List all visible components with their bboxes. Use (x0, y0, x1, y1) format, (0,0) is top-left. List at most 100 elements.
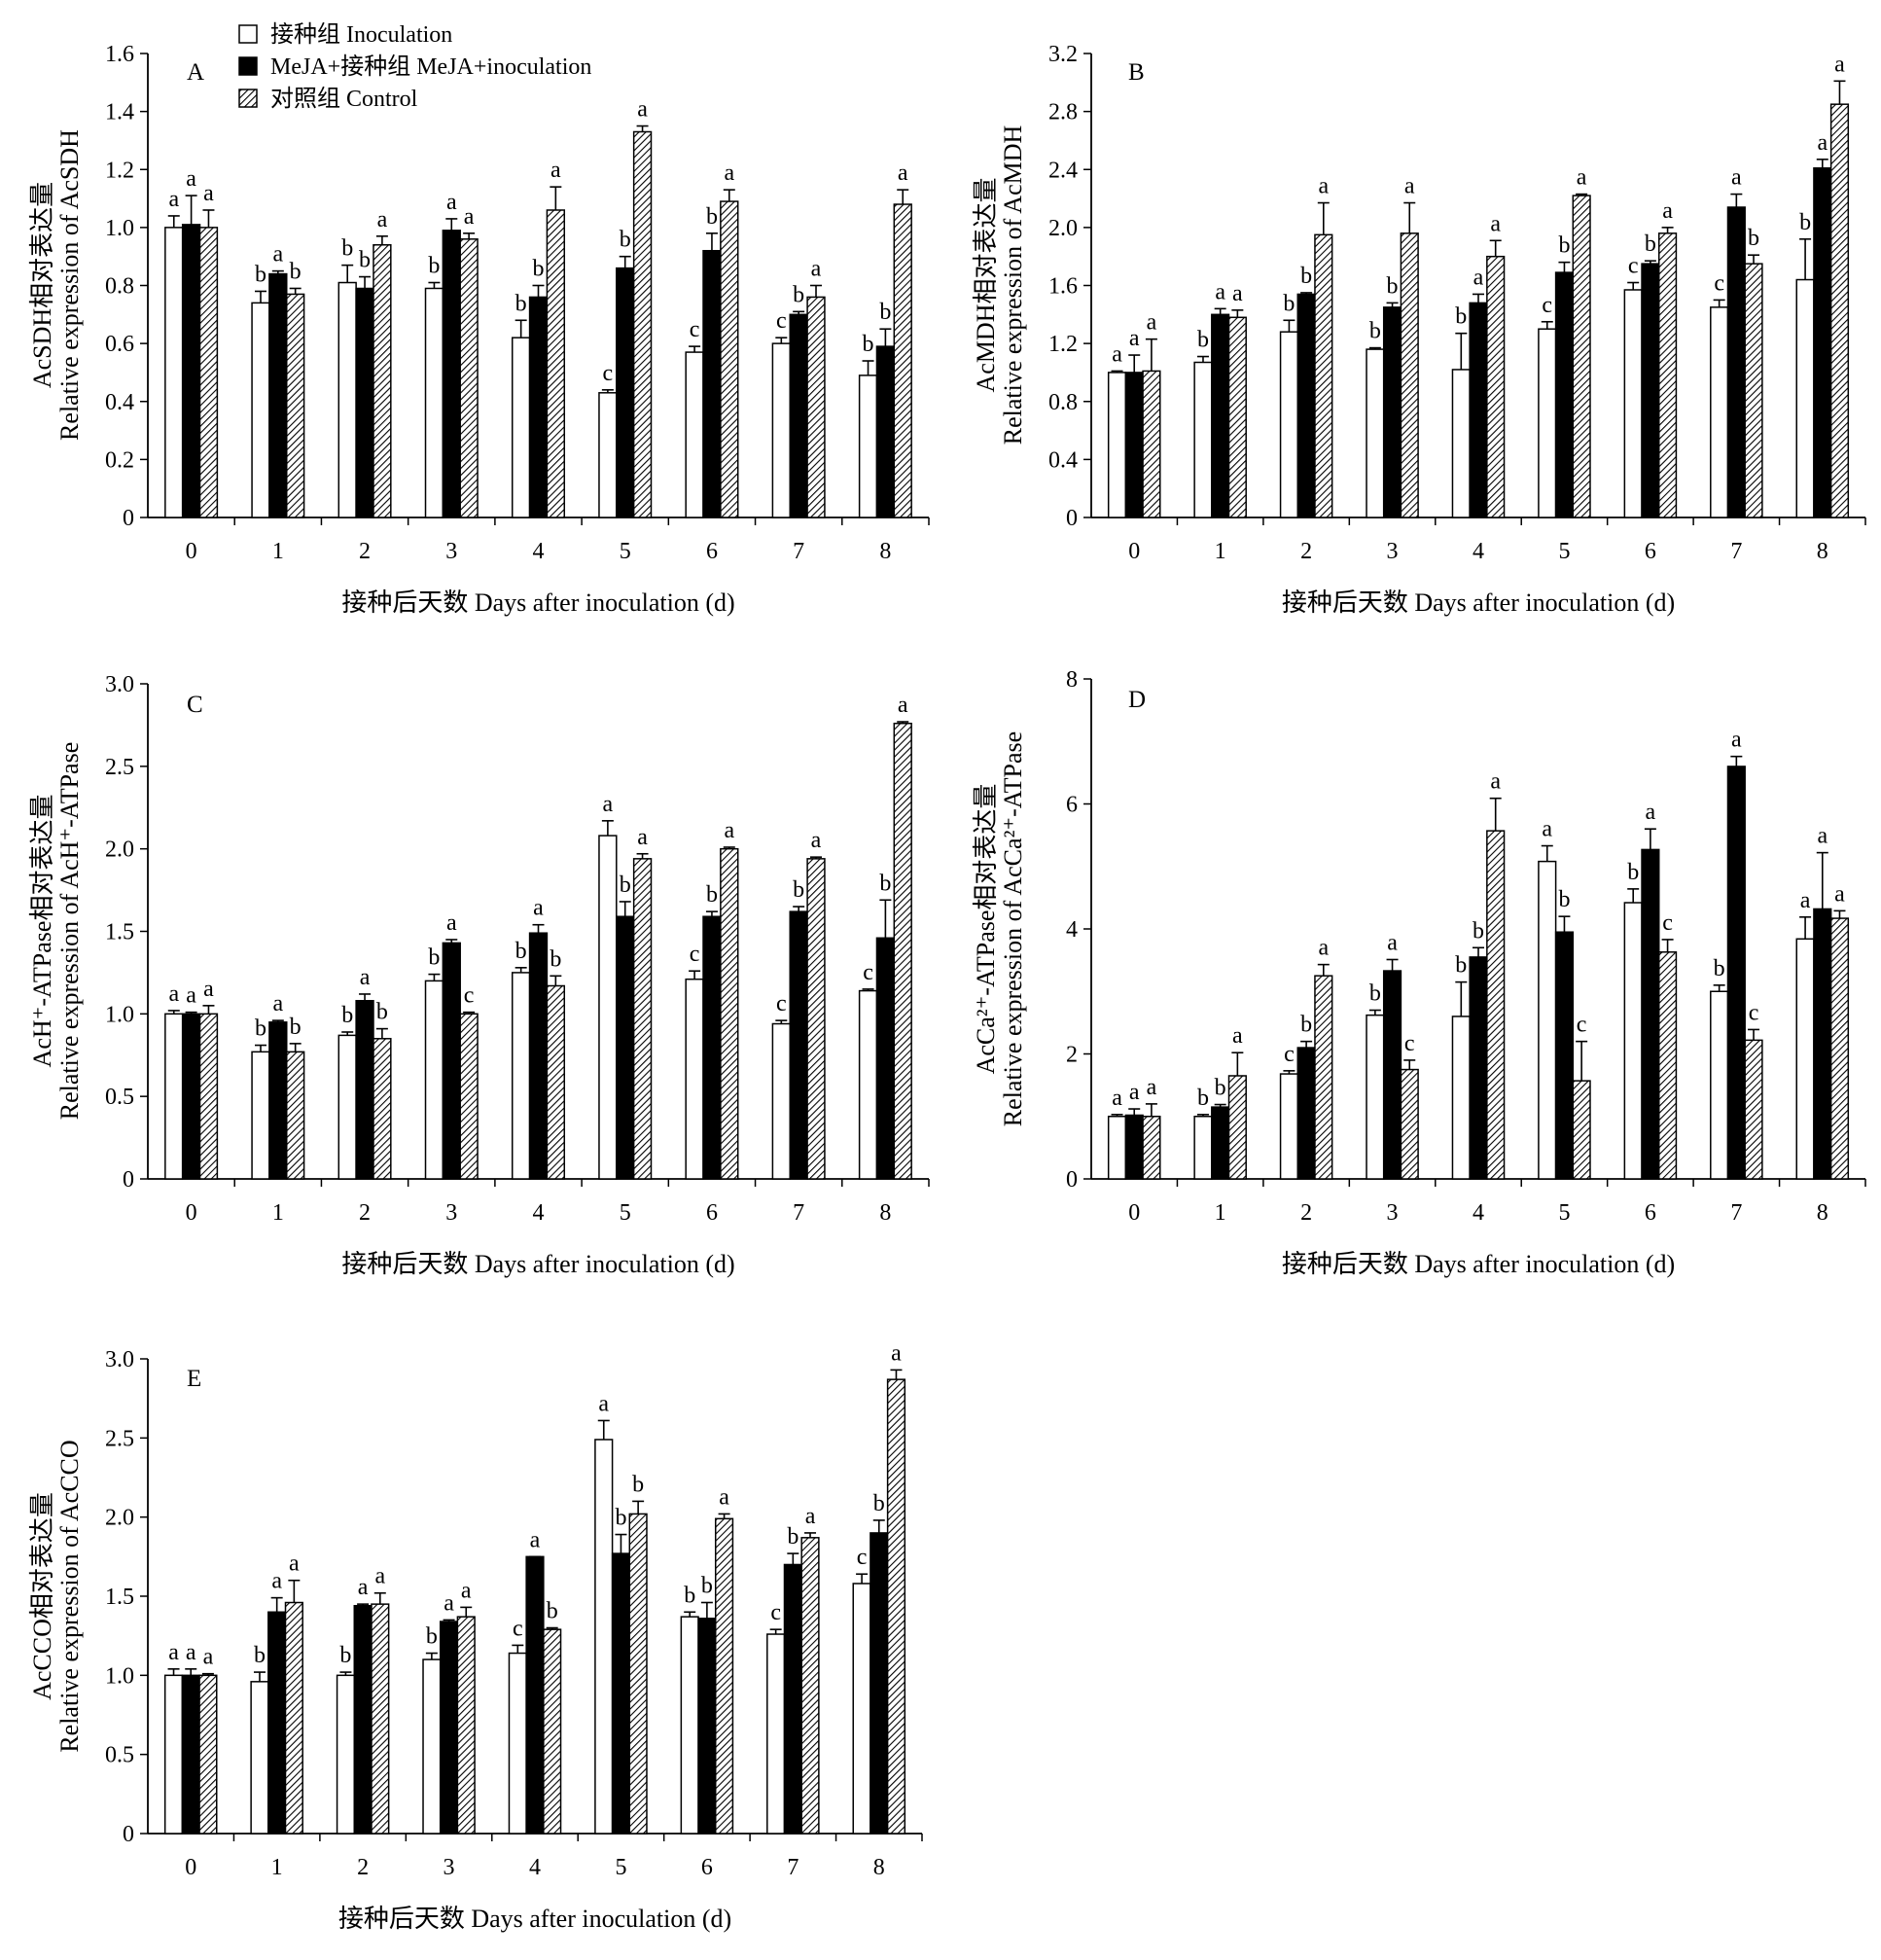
x-tick-label: 6 (706, 539, 718, 564)
bar-control (720, 847, 739, 1180)
significance-letter: a (1577, 165, 1587, 191)
bar-meja (528, 932, 549, 1180)
bar-control (456, 1616, 476, 1835)
significance-letter: a (898, 693, 908, 718)
significance-letter: b (1387, 273, 1399, 299)
significance-letter: b (1300, 1013, 1312, 1038)
bar-control (546, 984, 566, 1180)
x-tick-label: 2 (1300, 1200, 1312, 1226)
significance-letter: a (533, 896, 544, 921)
bar-control (1486, 255, 1506, 518)
significance-letter: a (1318, 936, 1329, 961)
bar-control (628, 1513, 648, 1835)
significance-letter: a (271, 1569, 282, 1594)
significance-letter: b (290, 1015, 302, 1040)
bar-control (373, 1038, 392, 1180)
y-tick-label: 1.4 (105, 100, 134, 125)
y-tick-label: 2.0 (105, 1506, 134, 1531)
significance-letter: a (358, 1575, 369, 1600)
bar-control (1227, 1075, 1247, 1180)
bar-meja (1296, 293, 1316, 518)
significance-letter: b (1645, 232, 1656, 257)
x-tick-label: 2 (357, 1855, 369, 1880)
bar-control (714, 1517, 734, 1835)
bar-inoculation (250, 1681, 269, 1835)
bar-inoculation (1795, 938, 1815, 1180)
bar-inoculation (1795, 278, 1815, 518)
x-tick-label: 4 (533, 539, 545, 564)
bar-meja (181, 224, 201, 518)
bar-control (1829, 917, 1850, 1180)
bar-control (632, 858, 653, 1180)
significance-letter: a (811, 257, 822, 282)
significance-letter: a (603, 792, 614, 817)
bar-control (1314, 975, 1333, 1180)
x-tick-label: 6 (1645, 1200, 1656, 1226)
bar-control (543, 1628, 562, 1835)
significance-letter: b (1369, 319, 1381, 344)
significance-letter: b (1197, 1086, 1209, 1111)
significance-letter: a (186, 166, 196, 192)
significance-letter: a (1387, 930, 1398, 955)
significance-letter: b (428, 254, 440, 279)
significance-letter: b (428, 945, 440, 971)
significance-letter: a (1731, 728, 1742, 753)
significance-letter: b (787, 1524, 799, 1550)
y-tick-label: 0 (123, 1167, 134, 1193)
legend-label-inoculation: 接种组 Inoculation (270, 21, 452, 48)
significance-letter: b (1283, 291, 1295, 316)
significance-letter: a (1318, 174, 1329, 199)
bar-inoculation (594, 1439, 614, 1835)
bar-control (1314, 233, 1333, 518)
significance-letter: b (1300, 264, 1312, 289)
significance-letter: b (863, 332, 874, 357)
bar-inoculation (1538, 860, 1557, 1180)
x-tick-label: 4 (1473, 539, 1484, 564)
significance-letter: c (776, 308, 787, 334)
bar-inoculation (598, 835, 618, 1180)
bar-meja (870, 1532, 889, 1835)
bar-control (284, 1601, 303, 1835)
significance-letter: a (1129, 1080, 1140, 1105)
significance-letter: b (515, 291, 527, 316)
significance-letter: c (464, 983, 475, 1009)
bar-control (1829, 103, 1850, 518)
y-tick-label: 0.2 (105, 447, 134, 473)
significance-letter: a (464, 204, 475, 230)
bar-inoculation (1623, 289, 1643, 518)
y-tick-label: 1.0 (105, 1663, 134, 1689)
significance-letter: b (620, 228, 631, 253)
bar-meja (789, 313, 808, 518)
significance-letter: b (706, 204, 718, 230)
significance-letter: b (1455, 304, 1467, 330)
chart-panel-e: 0 0.5 1.0 1.5 2.0 2.5 3.0 E AcCCO相对表达量 Relative e… (28, 1340, 923, 1933)
y-tick-label: 3.2 (1048, 42, 1078, 67)
significance-letter: a (1490, 769, 1501, 795)
y-axis-label-local: AcSDH相对表达量 (28, 182, 56, 388)
x-tick-label: 0 (1128, 539, 1140, 564)
y-axis-label-english: Relative expression of AcH⁺-ATPase (55, 742, 84, 1120)
x-tick-label: 2 (359, 1200, 371, 1226)
bar-meja (702, 249, 722, 518)
y-tick-label: 6 (1066, 793, 1078, 818)
bar-control (371, 1603, 390, 1835)
bar-inoculation (508, 1652, 527, 1835)
x-tick-label: 5 (620, 1200, 631, 1226)
x-axis-label: 接种后天数 Days after inoculation (d) (341, 588, 734, 617)
significance-letter: a (1147, 310, 1157, 336)
x-axis-label: 接种后天数 Days after inoculation (d) (338, 1905, 731, 1933)
bar-inoculation (337, 1034, 357, 1180)
significance-letter: a (1800, 888, 1811, 913)
bar-meja (353, 1605, 373, 1835)
y-tick-label: 1.6 (105, 42, 134, 67)
bar-meja (267, 1611, 287, 1835)
bar-meja (789, 910, 808, 1180)
significance-letter: a (446, 190, 457, 215)
legend: 接种组 Inoculation MeJA+接种组 MeJA+inoculatio… (238, 21, 591, 112)
bar-inoculation (163, 1674, 184, 1835)
bar-inoculation (771, 1022, 791, 1180)
y-tick-label: 2.8 (1048, 100, 1078, 125)
bar-inoculation (164, 1013, 184, 1180)
bar-inoculation (511, 972, 531, 1180)
bar-meja (1641, 263, 1660, 518)
